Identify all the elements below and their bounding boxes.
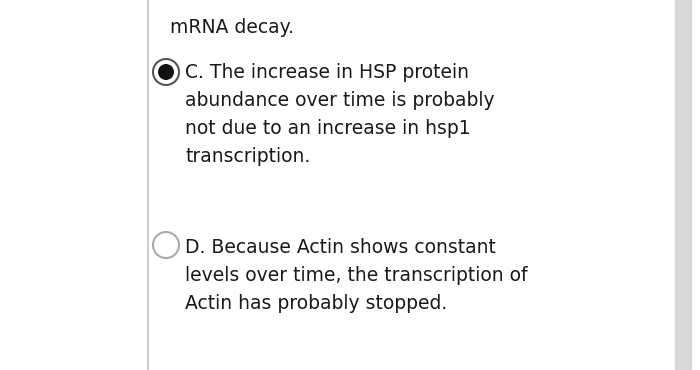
- Text: D. Because Actin shows constant
levels over time, the transcription of
Actin has: D. Because Actin shows constant levels o…: [185, 238, 528, 313]
- Text: C. The increase in HSP protein
abundance over time is probably
not due to an inc: C. The increase in HSP protein abundance…: [185, 63, 495, 166]
- Circle shape: [153, 232, 179, 258]
- Text: mRNA decay.: mRNA decay.: [170, 18, 294, 37]
- Circle shape: [158, 64, 174, 80]
- Circle shape: [153, 59, 179, 85]
